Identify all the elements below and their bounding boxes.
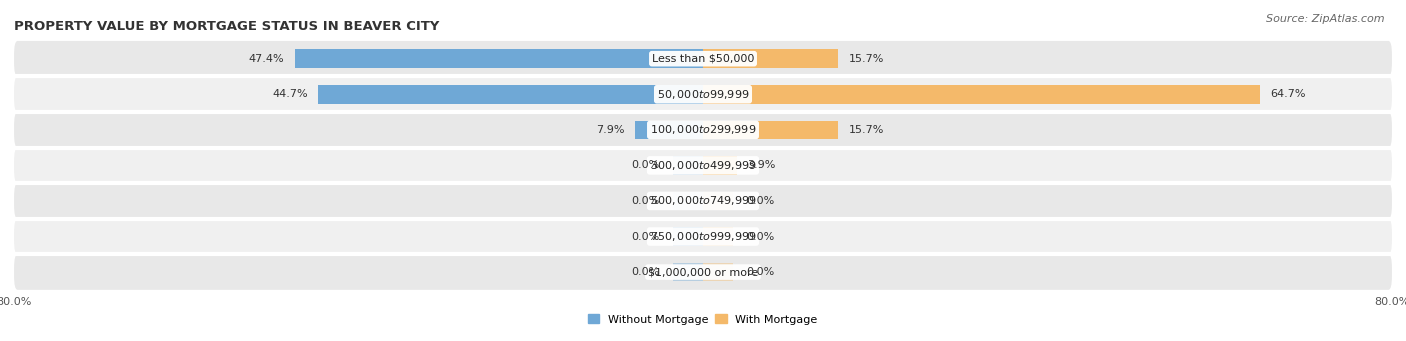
FancyBboxPatch shape <box>14 41 1392 76</box>
Bar <box>318 85 703 104</box>
Bar <box>703 192 733 210</box>
Bar <box>673 227 703 246</box>
Bar <box>673 263 703 281</box>
Bar <box>703 121 838 139</box>
Bar <box>295 49 703 68</box>
Text: 0.0%: 0.0% <box>631 160 659 170</box>
Text: $300,000 to $499,999: $300,000 to $499,999 <box>650 159 756 172</box>
Legend: Without Mortgage, With Mortgage: Without Mortgage, With Mortgage <box>583 310 823 329</box>
Text: $100,000 to $299,999: $100,000 to $299,999 <box>650 123 756 136</box>
Bar <box>636 121 703 139</box>
Bar <box>703 227 733 246</box>
Text: 0.0%: 0.0% <box>747 267 775 277</box>
Bar <box>703 156 737 175</box>
Bar <box>703 85 1260 104</box>
Text: Source: ZipAtlas.com: Source: ZipAtlas.com <box>1267 14 1385 24</box>
Text: 0.0%: 0.0% <box>747 196 775 206</box>
Bar <box>673 156 703 175</box>
Text: PROPERTY VALUE BY MORTGAGE STATUS IN BEAVER CITY: PROPERTY VALUE BY MORTGAGE STATUS IN BEA… <box>14 20 440 33</box>
Text: Less than $50,000: Less than $50,000 <box>652 54 754 64</box>
Text: 47.4%: 47.4% <box>249 54 284 64</box>
Bar <box>673 192 703 210</box>
Text: 64.7%: 64.7% <box>1271 89 1306 99</box>
FancyBboxPatch shape <box>14 112 1392 148</box>
Text: $50,000 to $99,999: $50,000 to $99,999 <box>657 88 749 101</box>
Text: 0.0%: 0.0% <box>747 232 775 241</box>
Text: $500,000 to $749,999: $500,000 to $749,999 <box>650 194 756 207</box>
Text: 44.7%: 44.7% <box>273 89 308 99</box>
Text: 15.7%: 15.7% <box>849 54 884 64</box>
Text: $750,000 to $999,999: $750,000 to $999,999 <box>650 230 756 243</box>
Text: 0.0%: 0.0% <box>631 196 659 206</box>
FancyBboxPatch shape <box>14 183 1392 219</box>
FancyBboxPatch shape <box>14 219 1392 254</box>
FancyBboxPatch shape <box>14 76 1392 112</box>
Text: 3.9%: 3.9% <box>747 160 775 170</box>
Bar <box>703 263 733 281</box>
Bar <box>703 49 838 68</box>
Text: 15.7%: 15.7% <box>849 125 884 135</box>
FancyBboxPatch shape <box>14 148 1392 183</box>
Text: 0.0%: 0.0% <box>631 232 659 241</box>
Text: 7.9%: 7.9% <box>596 125 624 135</box>
FancyBboxPatch shape <box>14 254 1392 290</box>
Text: 0.0%: 0.0% <box>631 267 659 277</box>
Text: $1,000,000 or more: $1,000,000 or more <box>648 267 758 277</box>
